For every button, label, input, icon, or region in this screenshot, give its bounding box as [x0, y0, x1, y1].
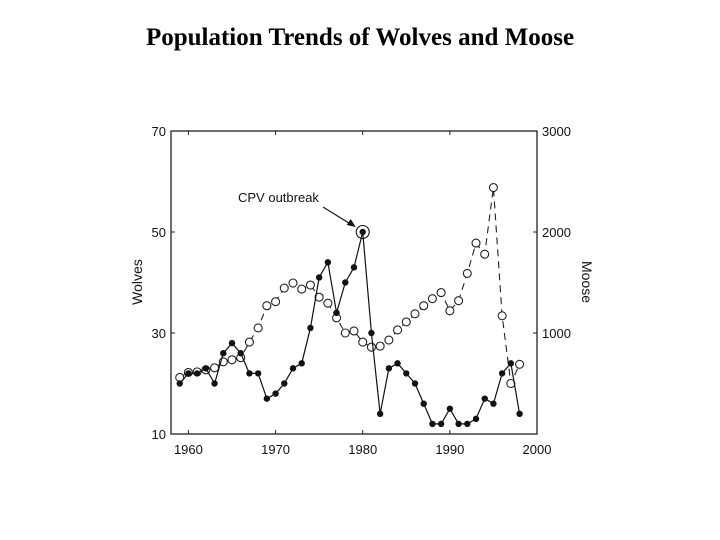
wolves-marker — [246, 370, 253, 377]
x-tick-label: 1970 — [261, 442, 290, 457]
moose-marker — [279, 283, 289, 293]
wolves-marker — [202, 365, 210, 372]
wolves-marker — [403, 370, 410, 377]
moose-marker — [227, 355, 237, 365]
wolves-marker — [315, 274, 323, 281]
moose-series — [175, 183, 525, 389]
wolves-marker — [333, 309, 340, 316]
cpv-annotation: CPV outbreak — [238, 190, 370, 240]
wolves-marker — [455, 420, 462, 428]
wolves-marker — [429, 420, 436, 428]
moose-marker — [375, 341, 385, 351]
moose-marker — [244, 337, 254, 347]
moose-marker — [427, 294, 437, 304]
y-tick-label-moose: 2000 — [542, 225, 571, 240]
moose-marker — [436, 288, 446, 298]
moose-marker — [393, 325, 403, 335]
moose-marker — [515, 359, 525, 369]
moose-marker — [410, 309, 420, 319]
moose-marker — [323, 298, 333, 308]
wolves-marker — [411, 380, 419, 387]
y-axis-label-moose: Moose — [579, 261, 595, 303]
axis-ticks: 1960 1970 1980 1990 2000 10 30 50 70 1000 2000 3000 — [152, 124, 571, 457]
wolves-marker — [490, 400, 497, 407]
plot-area-border — [170, 130, 538, 435]
moose-marker — [349, 326, 359, 336]
moose-marker — [288, 278, 298, 288]
wolves-marker — [350, 264, 358, 271]
moose-marker — [262, 301, 272, 311]
arrow-head-icon — [346, 219, 356, 227]
moose-marker — [358, 337, 368, 347]
wolves-marker — [464, 420, 471, 428]
wolves-marker — [263, 395, 271, 402]
moose-marker — [445, 306, 455, 316]
y-tick-label-wolves: 70 — [152, 124, 166, 139]
wolves-marker — [472, 415, 480, 423]
y-tick-label-wolves: 10 — [152, 427, 166, 442]
x-tick-label: 1990 — [435, 442, 464, 457]
wolves-marker — [437, 420, 445, 428]
wolves-marker — [211, 380, 218, 387]
wolves-marker — [342, 279, 349, 286]
moose-marker — [497, 311, 507, 321]
wolves-marker — [376, 410, 384, 417]
wolves-marker — [307, 324, 314, 332]
moose-marker — [419, 301, 429, 311]
x-tick-label: 1980 — [348, 442, 377, 457]
wolves-marker — [254, 370, 262, 377]
wolves-marker — [185, 370, 192, 377]
wolves-marker — [359, 228, 366, 236]
moose-marker — [253, 323, 263, 333]
wolves-marker — [368, 329, 375, 337]
wolves-marker — [237, 350, 244, 357]
plot-frame — [170, 130, 538, 435]
wolves-marker — [298, 360, 305, 367]
y-tick-label-wolves: 50 — [152, 225, 166, 240]
moose-marker — [454, 296, 464, 306]
chart-title: Population Trends of Wolves and Moose — [145, 24, 575, 51]
moose-marker — [305, 280, 315, 290]
moose-marker — [271, 297, 281, 307]
wolves-marker — [220, 350, 227, 357]
wolves-marker — [507, 360, 515, 367]
wolves-marker — [446, 405, 454, 412]
moose-marker — [488, 183, 498, 193]
moose-marker — [384, 335, 394, 345]
moose-marker — [401, 317, 411, 327]
moose-marker — [297, 284, 307, 294]
wolves-marker — [289, 365, 297, 372]
moose-line — [179, 187, 521, 386]
cpv-outbreak-label: CPV outbreak — [238, 190, 319, 205]
y-axis-label-wolves: Wolves — [129, 259, 145, 305]
wolves-marker — [498, 370, 506, 377]
wolves-marker — [481, 395, 488, 402]
moose-marker — [480, 249, 490, 259]
wolves-marker — [176, 380, 183, 387]
y-tick-label-moose: 1000 — [542, 326, 571, 341]
moose-marker — [210, 363, 220, 373]
wolves-marker — [272, 390, 279, 397]
moose-marker — [340, 328, 350, 338]
y-tick-label-wolves: 30 — [152, 326, 166, 341]
wolves-marker — [394, 360, 401, 367]
moose-marker — [462, 268, 472, 278]
wolves-marker — [193, 370, 201, 377]
moose-marker — [471, 238, 481, 248]
wolves-marker — [385, 365, 393, 372]
wolves-marker — [420, 400, 427, 407]
wolves-marker — [228, 339, 236, 347]
wolves-line — [179, 231, 521, 425]
x-tick-label: 2000 — [523, 442, 552, 457]
x-tick-label: 1960 — [174, 442, 203, 457]
moose-marker — [366, 342, 376, 352]
wolves-marker — [281, 380, 288, 387]
wolves-marker — [516, 410, 523, 417]
cpv-highlight-ring — [355, 224, 370, 240]
y-tick-label-moose: 3000 — [542, 124, 571, 139]
wolves-marker — [324, 259, 332, 266]
wolves-series — [176, 228, 523, 428]
